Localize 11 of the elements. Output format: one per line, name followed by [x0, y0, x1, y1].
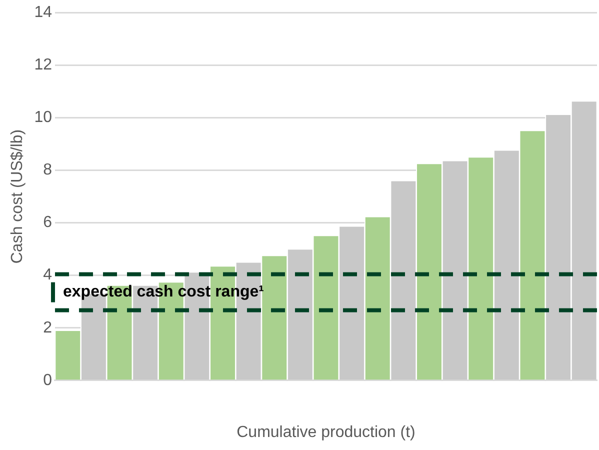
- y-axis-title: Cash cost (US$/lb): [9, 129, 26, 264]
- y-tick-label: 12: [34, 56, 52, 74]
- annotation: expected cash cost range¹: [62, 284, 264, 301]
- y-tick-label: 0: [43, 372, 52, 389]
- y-tick-label: 4: [43, 266, 52, 284]
- y-tick-label: 6: [43, 214, 52, 232]
- y-tick-label: 2: [43, 319, 52, 336]
- y-tick-label: 14: [34, 4, 52, 22]
- y-tick-label: 10: [34, 109, 52, 126]
- x-axis-title: Cumulative production (t): [236, 424, 416, 441]
- y-tick-label: 8: [43, 162, 52, 179]
